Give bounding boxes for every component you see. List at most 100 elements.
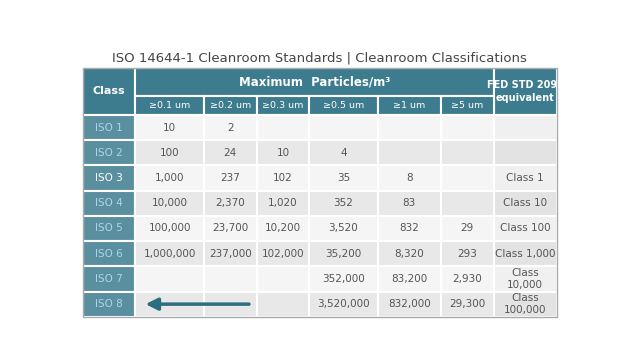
Text: 2: 2 xyxy=(227,122,233,132)
Bar xyxy=(378,241,441,266)
Bar xyxy=(83,266,135,292)
Text: 1,000: 1,000 xyxy=(155,173,185,183)
Text: 4: 4 xyxy=(340,148,347,158)
Bar xyxy=(256,191,310,216)
Bar xyxy=(494,266,557,292)
Text: 1,020: 1,020 xyxy=(268,198,298,208)
Bar xyxy=(494,241,557,266)
Text: ISO 2: ISO 2 xyxy=(95,148,123,158)
Bar xyxy=(441,95,494,115)
Bar xyxy=(204,191,256,216)
Bar xyxy=(135,216,204,241)
Bar xyxy=(83,165,135,191)
Text: Class: Class xyxy=(93,87,125,97)
Bar xyxy=(135,241,204,266)
Bar xyxy=(256,266,310,292)
Bar xyxy=(310,266,378,292)
Text: 29: 29 xyxy=(461,223,474,233)
Text: 29,300: 29,300 xyxy=(449,299,485,309)
Text: 35: 35 xyxy=(337,173,350,183)
Text: 8,320: 8,320 xyxy=(394,249,424,259)
Bar xyxy=(378,115,441,140)
Bar xyxy=(204,165,256,191)
Text: 10,000: 10,000 xyxy=(152,198,188,208)
Bar xyxy=(378,95,441,115)
Bar xyxy=(310,292,378,317)
Text: 3,520,000: 3,520,000 xyxy=(317,299,370,309)
Bar xyxy=(83,115,135,140)
Bar xyxy=(204,95,256,115)
Bar xyxy=(256,292,310,317)
Text: ISO 3: ISO 3 xyxy=(95,173,123,183)
Text: 100: 100 xyxy=(160,148,180,158)
Bar xyxy=(310,95,378,115)
Text: 102,000: 102,000 xyxy=(261,249,305,259)
Text: 832,000: 832,000 xyxy=(388,299,431,309)
Bar xyxy=(135,115,204,140)
Text: Class 1,000: Class 1,000 xyxy=(495,249,555,259)
Text: 10,200: 10,200 xyxy=(265,223,301,233)
Text: 8: 8 xyxy=(406,173,412,183)
Text: Maximum  Particles/m³: Maximum Particles/m³ xyxy=(239,75,390,88)
Bar xyxy=(378,216,441,241)
Bar xyxy=(135,140,204,165)
Bar xyxy=(441,191,494,216)
Bar xyxy=(256,241,310,266)
Bar xyxy=(310,216,378,241)
Text: 102: 102 xyxy=(273,173,293,183)
Bar xyxy=(204,241,256,266)
Text: 2,370: 2,370 xyxy=(215,198,245,208)
Text: ISO 6: ISO 6 xyxy=(95,249,123,259)
Bar xyxy=(310,115,378,140)
Bar xyxy=(256,115,310,140)
Bar xyxy=(83,191,135,216)
Text: Class 10: Class 10 xyxy=(503,198,547,208)
Bar xyxy=(135,266,204,292)
Bar xyxy=(83,292,135,317)
Bar xyxy=(83,68,135,115)
Text: 83,200: 83,200 xyxy=(391,274,427,284)
Bar xyxy=(204,266,256,292)
Bar xyxy=(310,140,378,165)
Bar xyxy=(204,115,256,140)
Bar xyxy=(204,140,256,165)
Bar xyxy=(256,95,310,115)
Bar xyxy=(310,191,378,216)
Bar xyxy=(441,165,494,191)
Text: ISO 1: ISO 1 xyxy=(95,122,123,132)
Text: 83: 83 xyxy=(402,198,416,208)
Bar xyxy=(378,292,441,317)
Text: Class
10,000: Class 10,000 xyxy=(507,268,543,290)
Text: Class 1: Class 1 xyxy=(506,173,544,183)
Text: 3,520: 3,520 xyxy=(329,223,358,233)
Bar xyxy=(378,140,441,165)
Text: ≥0.1 um: ≥0.1 um xyxy=(149,101,190,110)
Text: ISO 5: ISO 5 xyxy=(95,223,123,233)
Bar xyxy=(135,68,494,95)
Text: 237: 237 xyxy=(220,173,240,183)
Text: ISO 14644-1 Cleanroom Standards | Cleanroom Classifications: ISO 14644-1 Cleanroom Standards | Cleanr… xyxy=(112,51,527,64)
Bar xyxy=(135,95,204,115)
Bar xyxy=(135,292,204,317)
Text: 100,000: 100,000 xyxy=(149,223,191,233)
Text: Class
100,000: Class 100,000 xyxy=(504,293,547,315)
Text: 352: 352 xyxy=(334,198,353,208)
Bar xyxy=(441,241,494,266)
Bar xyxy=(83,140,135,165)
Text: 237,000: 237,000 xyxy=(209,249,251,259)
Text: 35,200: 35,200 xyxy=(325,249,362,259)
Bar xyxy=(256,140,310,165)
Bar xyxy=(441,115,494,140)
Bar xyxy=(83,241,135,266)
Bar xyxy=(494,191,557,216)
Text: ≥5 um: ≥5 um xyxy=(451,101,484,110)
Text: 293: 293 xyxy=(457,249,477,259)
Bar xyxy=(494,216,557,241)
Bar xyxy=(378,191,441,216)
Bar xyxy=(135,191,204,216)
Text: 24: 24 xyxy=(223,148,237,158)
Bar xyxy=(494,140,557,165)
Bar xyxy=(494,292,557,317)
Bar xyxy=(494,115,557,140)
Text: 10: 10 xyxy=(276,148,290,158)
